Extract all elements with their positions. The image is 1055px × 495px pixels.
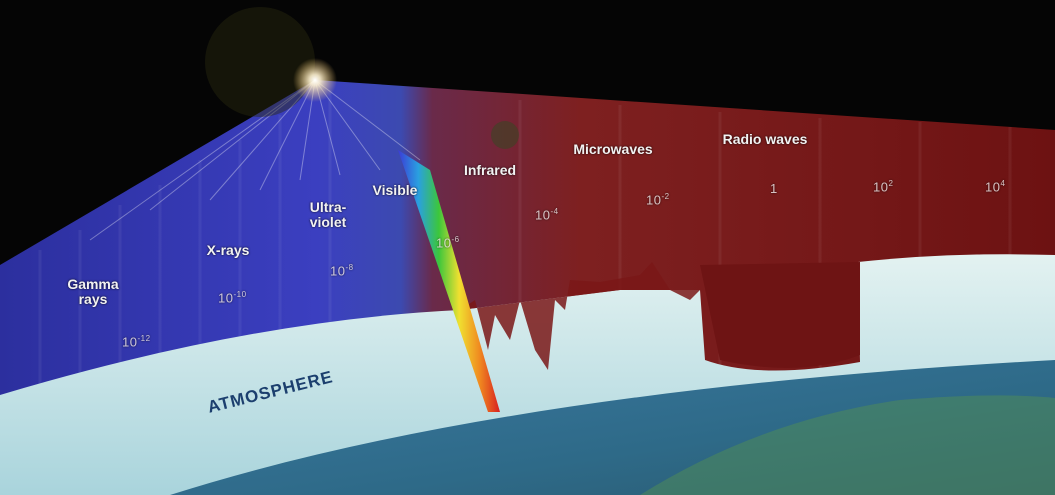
wl-radio3-base: 10 <box>985 179 1001 195</box>
label-xrays-line1: X-rays <box>206 242 250 258</box>
wavelength-visible: 10-6 <box>436 235 460 250</box>
label-visible: Visible <box>355 183 435 198</box>
wavelength-radio-2: 102 <box>873 179 893 194</box>
label-xrays: X-rays <box>188 243 268 258</box>
wavelength-infrared: 10-4 <box>535 207 559 222</box>
label-radio-line1: Radio waves <box>722 131 808 147</box>
sun-icon <box>293 58 337 102</box>
wl-radio-base: 1 <box>770 181 778 196</box>
visible-rainbow <box>398 150 500 412</box>
label-uv-line2: violet <box>309 214 347 230</box>
label-visible-line1: Visible <box>372 182 418 198</box>
label-radio: Radio waves <box>690 132 840 147</box>
wavelength-radio-3: 104 <box>985 179 1005 194</box>
label-microwaves-line1: Microwaves <box>573 141 653 157</box>
label-gamma-line1: Gamma <box>67 276 119 292</box>
wl-radio2-base: 10 <box>873 179 889 195</box>
wl-visible-base: 10 <box>436 235 452 251</box>
wl-gamma-exp: -12 <box>137 334 151 343</box>
wl-xrays-base: 10 <box>218 290 234 306</box>
wl-radio3-exp: 4 <box>1000 179 1006 188</box>
wl-microwaves-exp: -2 <box>661 192 670 201</box>
wavelength-uv: 10-8 <box>330 263 354 278</box>
wl-microwaves-base: 10 <box>646 192 662 208</box>
label-gamma: Gamma rays <box>58 277 128 307</box>
label-gamma-line2: rays <box>78 291 108 307</box>
wl-gamma-base: 10 <box>122 334 138 350</box>
radio-absorption <box>700 262 860 368</box>
wl-uv-exp: -8 <box>345 263 354 272</box>
label-infrared: Infrared <box>440 163 540 178</box>
wavelength-gamma: 10-12 <box>122 334 151 349</box>
wl-infrared-exp: -4 <box>550 207 559 216</box>
label-uv-line1: Ultra- <box>309 199 347 215</box>
label-microwaves: Microwaves <box>548 142 678 157</box>
wavelength-xrays: 10-10 <box>218 290 247 305</box>
wl-xrays-exp: -10 <box>233 290 247 299</box>
wl-radio2-exp: 2 <box>888 179 894 188</box>
wavelength-radio: 1 <box>770 181 778 196</box>
label-infrared-line1: Infrared <box>463 162 517 178</box>
label-uv: Ultra- violet <box>298 200 358 230</box>
wavelength-microwaves: 10-2 <box>646 192 670 207</box>
wl-infrared-base: 10 <box>535 207 551 223</box>
wl-uv-base: 10 <box>330 263 346 279</box>
wl-visible-exp: -6 <box>451 235 460 244</box>
